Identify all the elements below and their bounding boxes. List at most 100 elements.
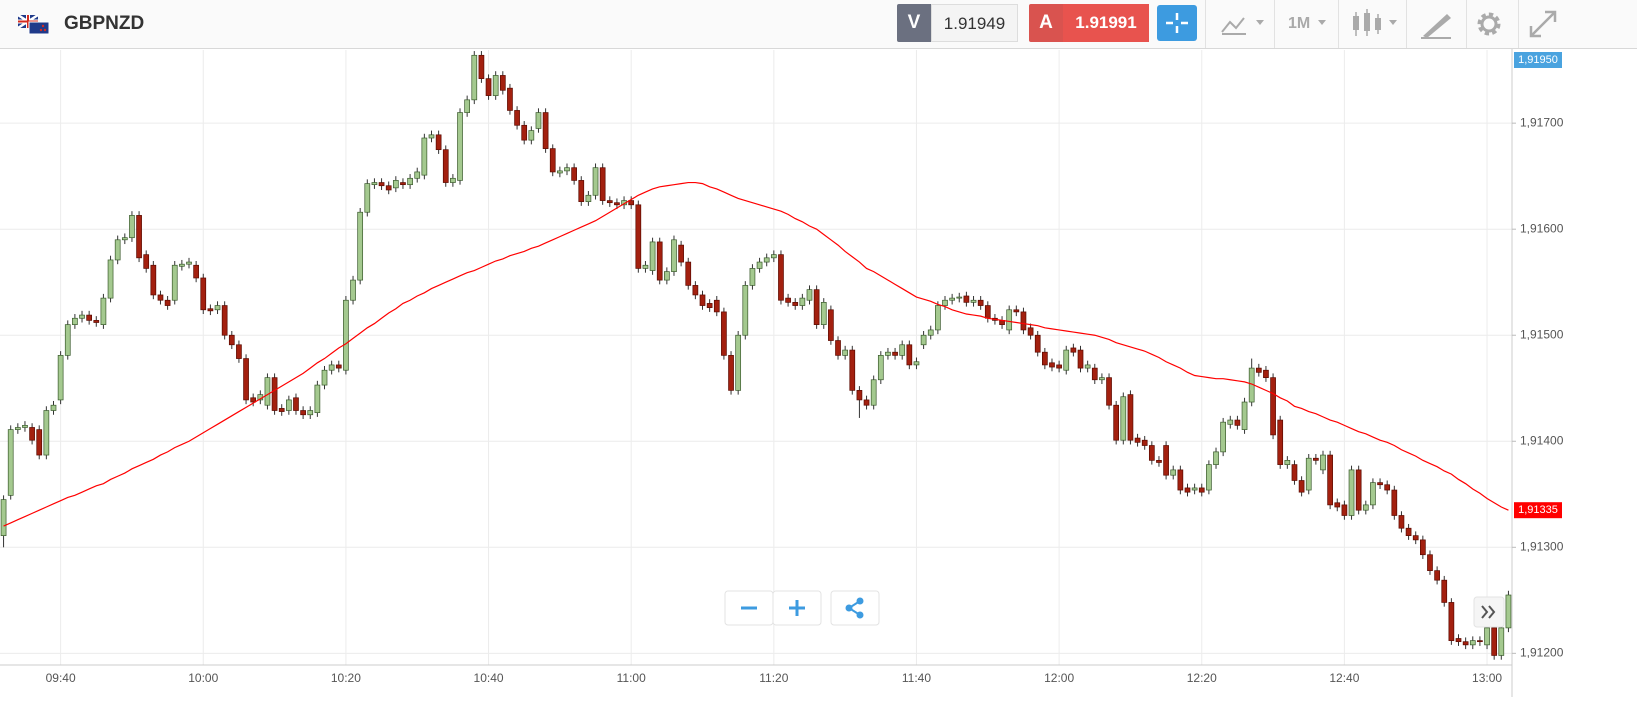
candle-style-button[interactable] (1338, 0, 1407, 48)
candle-body (378, 182, 385, 187)
candle-body (1469, 640, 1476, 646)
candle-body (171, 264, 178, 301)
candle-body (1134, 437, 1141, 443)
candle-body (36, 429, 43, 456)
candle-body (321, 369, 328, 386)
candle-body (57, 355, 64, 401)
candle-body (407, 177, 413, 186)
candle-body (14, 427, 21, 430)
candle-body (1184, 487, 1191, 493)
candle-body (870, 379, 877, 406)
candle-body (599, 167, 606, 201)
candle-body (0, 499, 7, 536)
top-price-tag: 1,91950 (1518, 54, 1558, 66)
symbol: GBPNZD (64, 13, 145, 34)
candle-body (628, 200, 635, 206)
candle-body (949, 297, 955, 301)
bid-tag[interactable]: V (897, 4, 931, 42)
candle-body (1334, 502, 1341, 508)
candle-body (264, 377, 271, 406)
candle-body (1013, 309, 1020, 313)
y-tick-label: 1,91400 (1520, 433, 1564, 447)
candle-body (728, 355, 734, 391)
candle-body (50, 404, 57, 411)
y-tick-label: 1,91600 (1520, 221, 1564, 235)
chart-type-button[interactable] (1205, 0, 1274, 48)
candle-body (307, 410, 314, 416)
candle-body (72, 317, 78, 325)
candle-body (478, 54, 485, 79)
candle-body (1348, 469, 1355, 516)
candle-body (22, 425, 28, 428)
candle-body (450, 177, 456, 183)
candle-body (935, 305, 941, 331)
candle-body (357, 211, 364, 281)
candle-body (1320, 454, 1326, 471)
candle-body (214, 305, 221, 311)
x-tick-label: 12:40 (1329, 671, 1359, 685)
x-tick-label: 12:20 (1187, 671, 1217, 685)
candle-body (179, 263, 185, 267)
candle-body (507, 87, 513, 111)
candle-body (150, 264, 157, 296)
candle-body (763, 257, 770, 263)
timeframe-button[interactable]: 1M (1274, 0, 1339, 48)
candle-body (464, 99, 470, 113)
candle-body (699, 294, 706, 306)
candle-body (93, 320, 100, 323)
candle-body (1270, 377, 1276, 436)
y-tick-label: 1,91200 (1520, 646, 1564, 660)
candle-body (1455, 638, 1462, 643)
candle-body (863, 399, 870, 406)
candle-body (79, 314, 85, 319)
candle-body (29, 427, 35, 441)
candle-body (1234, 419, 1241, 426)
candle-body (1284, 460, 1291, 465)
candle-body (542, 112, 549, 149)
ask-price[interactable]: 1.91991 (1063, 4, 1149, 42)
candle-body (671, 239, 677, 272)
candle-body (685, 261, 692, 286)
x-tick-label: 11:00 (617, 671, 646, 685)
candle-body (828, 309, 834, 341)
candle-body (200, 277, 207, 311)
candle-body (1099, 377, 1105, 381)
candle-body (1477, 640, 1483, 643)
share-button[interactable] (830, 590, 880, 626)
candle-body (713, 299, 720, 313)
ask-tag[interactable]: A (1029, 4, 1063, 42)
candle-body (314, 384, 321, 413)
scroll-to-end-button[interactable] (1473, 596, 1505, 628)
candle-body (913, 361, 920, 366)
candle-body (1412, 535, 1419, 541)
candle-body (692, 285, 699, 296)
candle-body (1034, 334, 1041, 353)
draw-button[interactable] (1406, 0, 1467, 48)
candle-body (785, 297, 791, 303)
candle-body (136, 215, 142, 259)
moving-average (3, 181, 1509, 527)
settings-button[interactable] (1466, 0, 1519, 48)
candle-body (236, 344, 242, 359)
candle-body (842, 349, 848, 356)
candle-body (606, 200, 613, 204)
candle-body (749, 268, 756, 286)
candle-body (1355, 469, 1362, 511)
x-tick-label: 13:00 (1472, 671, 1502, 685)
candle-body (706, 303, 713, 309)
candle-body (1056, 364, 1062, 369)
crosshair-button[interactable] (1157, 5, 1197, 41)
candle-body (1362, 504, 1369, 511)
candle-body (1484, 627, 1490, 646)
x-tick-label: 10:40 (474, 671, 504, 685)
candle-body (278, 408, 285, 412)
candle-body (1291, 464, 1298, 481)
candle-body (1148, 445, 1155, 461)
bid-price[interactable]: 1.91949 (931, 4, 1018, 42)
fullscreen-button[interactable] (1518, 0, 1637, 48)
candle-body (1156, 460, 1162, 463)
candle-body (656, 241, 663, 281)
candle-body (471, 54, 478, 101)
candle-body (107, 259, 114, 299)
candle-body (920, 334, 927, 346)
